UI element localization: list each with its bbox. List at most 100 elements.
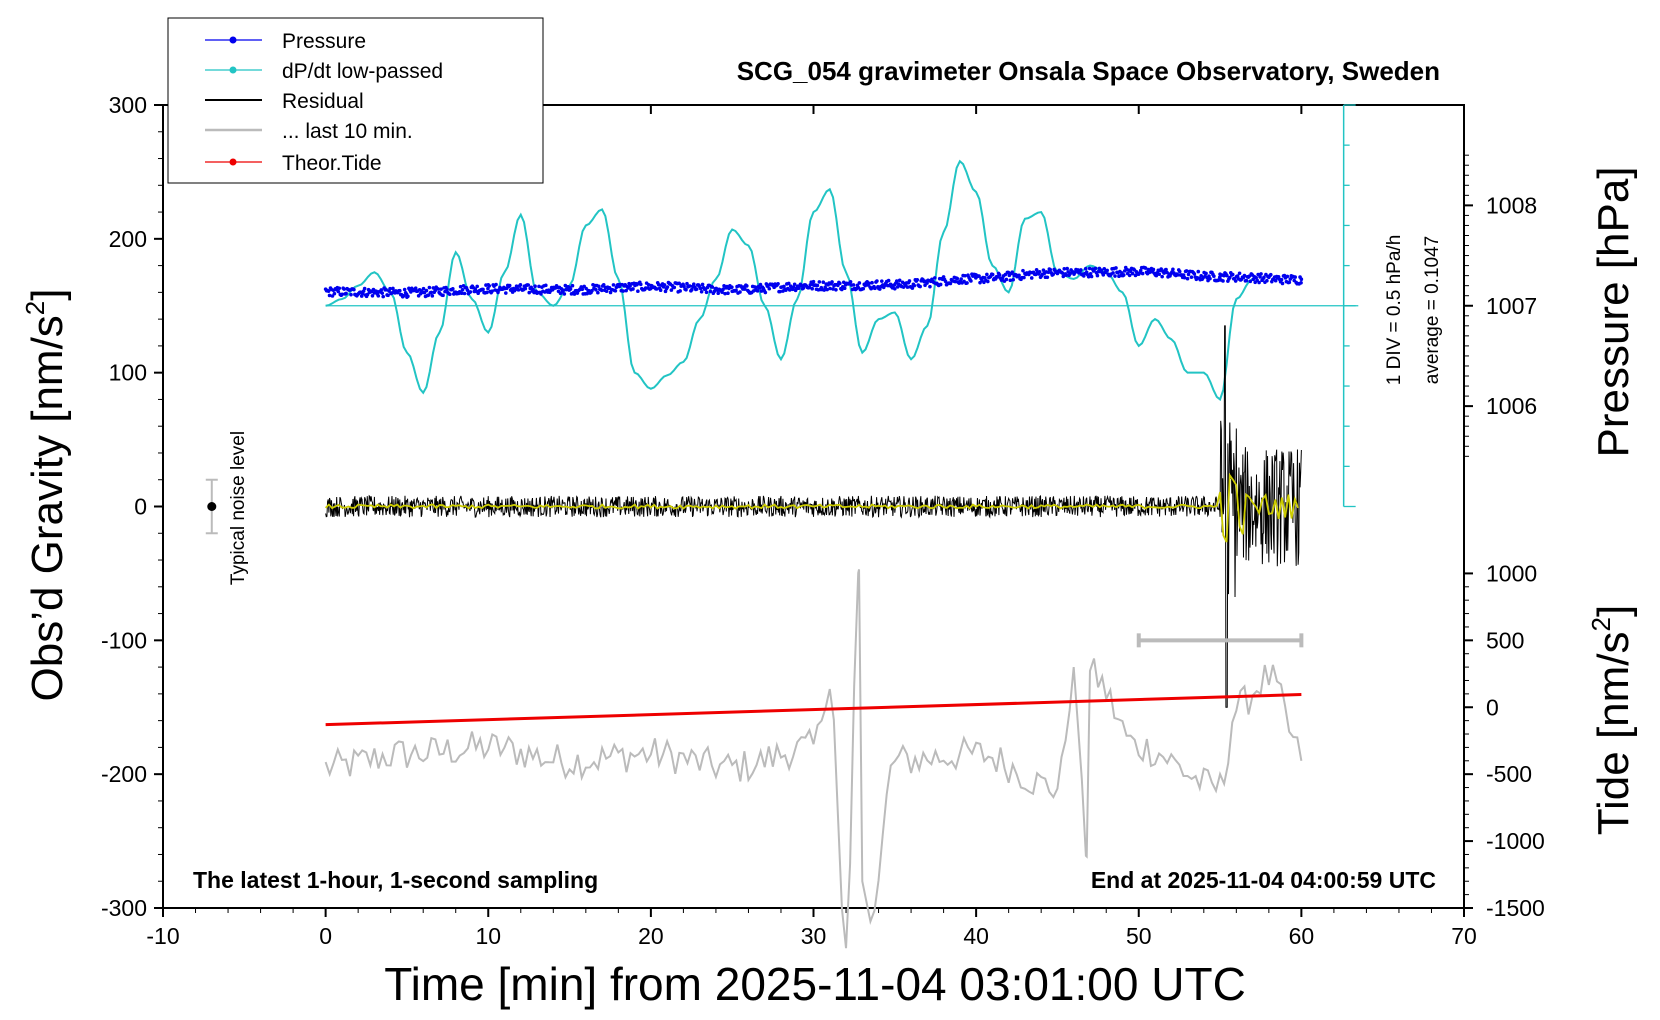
- legend-item-last10: ... last 10 min.: [205, 120, 413, 143]
- x-tick-label: 70: [1451, 923, 1477, 949]
- pressure-point: [381, 294, 385, 299]
- pressure-point: [1269, 272, 1273, 277]
- series-dpdt: [325, 159, 1254, 402]
- pressure-point: [514, 284, 519, 288]
- x-axis-title: Time [min] from 2025-11-04 03:01:00 UTC: [384, 958, 1246, 1010]
- legend-item-dpdt: dP/dt low-passed: [205, 60, 443, 83]
- x-tick-label: 50: [1126, 923, 1152, 949]
- pressure-point: [1192, 272, 1197, 276]
- tide-tick-label: 0: [1486, 694, 1499, 720]
- tide-tick-label: -500: [1486, 761, 1532, 787]
- pressure-point: [656, 282, 661, 287]
- pressure-point: [1257, 280, 1261, 285]
- pressure-point: [1184, 269, 1189, 273]
- pressure-point: [815, 283, 820, 288]
- pressure-point: [342, 287, 346, 291]
- pressure-point: [631, 287, 635, 291]
- pressure-scale-label: 1 DIV = 0.5 hPa/h: [1384, 235, 1405, 386]
- pressure-point: [1285, 274, 1290, 279]
- pressure-point: [678, 289, 682, 293]
- pressure-point: [986, 279, 990, 284]
- pressure-tick-label: 1007: [1486, 293, 1537, 319]
- pressure-point: [1088, 271, 1093, 276]
- pressure-point: [1127, 273, 1132, 278]
- pressure-point: [380, 291, 385, 295]
- pressure-point: [755, 289, 760, 293]
- pressure-point: [665, 285, 670, 289]
- pressure-point: [376, 294, 381, 298]
- pressure-point: [873, 286, 877, 291]
- pressure-point: [1177, 269, 1182, 274]
- x-tick-label: -10: [146, 923, 179, 949]
- pressure-point: [1164, 267, 1168, 272]
- pressure-point: [851, 283, 856, 287]
- pressure-point: [518, 283, 523, 287]
- pressure-point: [330, 294, 335, 298]
- pressure-point: [580, 287, 585, 292]
- pressure-point: [1242, 273, 1247, 278]
- pressure-point: [848, 279, 853, 284]
- pressure-point: [1138, 268, 1143, 273]
- pressure-point: [1143, 266, 1148, 270]
- pressure-point: [948, 281, 953, 286]
- pressure-point: [1171, 267, 1175, 272]
- pressure-point: [337, 286, 342, 291]
- pressure-point: [933, 276, 937, 280]
- pressure-point: [905, 285, 910, 289]
- pressure-point: [825, 287, 829, 292]
- pressure-point: [459, 291, 464, 296]
- pressure-point: [861, 286, 866, 291]
- pressure-point: [1186, 272, 1191, 277]
- pressure-point: [621, 289, 626, 293]
- pressure-point: [431, 286, 436, 290]
- pressure-point: [834, 287, 838, 292]
- pressure-point: [597, 284, 601, 289]
- pressure-point: [863, 283, 868, 288]
- pressure-point: [694, 287, 699, 291]
- pressure-point: [1121, 273, 1126, 277]
- series-pressure: [323, 265, 1304, 299]
- series-layer: [323, 159, 1304, 949]
- pressure-point: [539, 292, 543, 296]
- pressure-point: [1208, 276, 1212, 281]
- pressure-point: [907, 279, 912, 283]
- y-axis-title-tide-close: ]: [1589, 605, 1638, 617]
- pressure-point: [1021, 268, 1025, 273]
- pressure-point: [870, 280, 874, 285]
- pressure-point: [344, 291, 348, 296]
- pressure-point: [421, 286, 426, 291]
- pressure-point: [1230, 272, 1235, 277]
- chart-title: SCG_054 gravimeter Onsala Space Observat…: [737, 56, 1440, 86]
- pressure-point: [841, 280, 846, 285]
- pressure-point: [1280, 281, 1285, 286]
- pressure-point: [1299, 280, 1303, 285]
- pressure-point: [662, 283, 667, 287]
- x-tick-label: 0: [319, 923, 332, 949]
- pressure-point: [1065, 266, 1069, 271]
- noise-level-dot: [207, 502, 217, 511]
- pressure-point: [1029, 276, 1034, 280]
- legend-item-tide: Theor.Tide: [205, 152, 382, 175]
- pressure-point: [867, 281, 871, 286]
- pressure-point: [716, 291, 721, 295]
- pressure-point: [1048, 267, 1053, 272]
- pressure-point: [1061, 274, 1066, 279]
- pressure-point: [1185, 276, 1190, 281]
- pressure-point: [1256, 272, 1260, 277]
- pressure-point: [430, 294, 435, 298]
- pressure-point: [599, 288, 604, 293]
- y-tick-label: 200: [109, 226, 147, 252]
- pressure-point: [406, 294, 410, 299]
- pressure-point: [485, 290, 489, 295]
- y-axis-title-tide-sup: 2: [1586, 617, 1616, 631]
- pressure-point: [1062, 266, 1067, 271]
- y-tick-label: -100: [101, 627, 147, 653]
- legend-label-tide: Theor.Tide: [282, 152, 382, 175]
- x-tick-label: 10: [475, 923, 501, 949]
- pressure-point: [1087, 266, 1092, 271]
- pressure-point: [965, 281, 969, 285]
- pressure-point: [1111, 271, 1115, 275]
- pressure-point: [601, 283, 606, 287]
- pressure-point: [897, 278, 902, 283]
- pressure-point: [439, 287, 443, 291]
